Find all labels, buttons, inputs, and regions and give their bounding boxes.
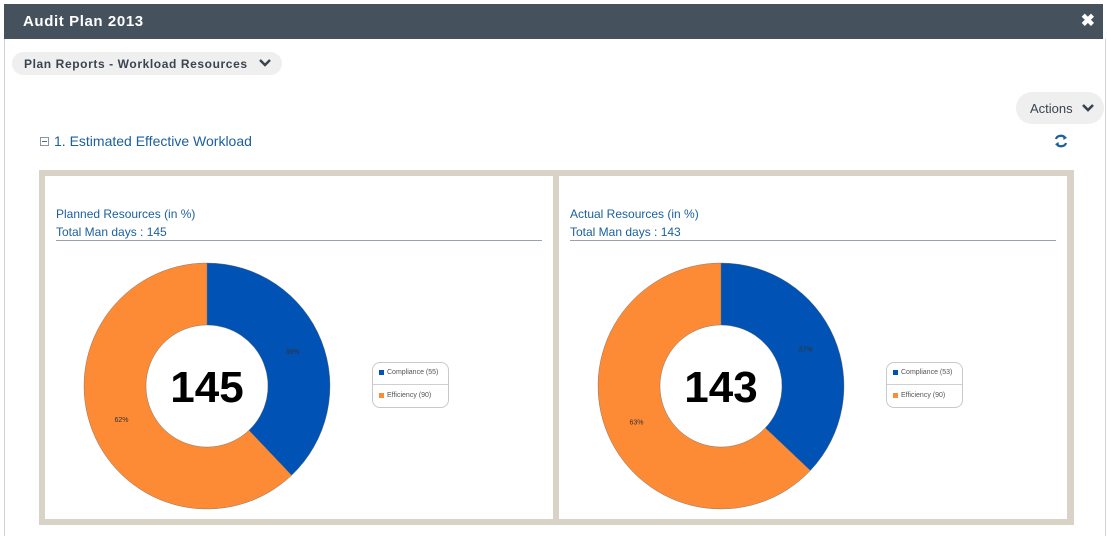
legend-label: Efficiency (90) bbox=[387, 392, 432, 399]
report-selector[interactable]: Plan Reports - Workload Resources bbox=[12, 52, 282, 75]
report-selector-value: Plan Reports - Workload Resources bbox=[24, 56, 248, 71]
chart-legend: Compliance (53) Efficiency (90) bbox=[886, 362, 963, 408]
window-border-right bbox=[1105, 39, 1106, 536]
legend-item-compliance[interactable]: Compliance (53) bbox=[893, 369, 952, 376]
chevron-down-icon bbox=[1082, 104, 1094, 112]
legend-label: Compliance (53) bbox=[901, 369, 953, 376]
chart-panel-planned: Planned Resources (in %) Total Man days … bbox=[45, 176, 553, 519]
chart-subtitle: Total Man days : 143 bbox=[570, 225, 681, 239]
chevron-down-icon bbox=[259, 59, 271, 67]
slice-percent-label: 38% bbox=[285, 349, 299, 356]
divider bbox=[56, 240, 542, 241]
legend-label: Compliance (55) bbox=[387, 369, 439, 376]
slice-efficiency[interactable] bbox=[597, 262, 811, 510]
chart-title: Actual Resources (in %) bbox=[570, 207, 699, 221]
donut-center-total: 143 bbox=[684, 363, 757, 412]
legend-swatch bbox=[379, 370, 384, 375]
window-border-left bbox=[4, 39, 5, 536]
collapse-toggle-icon[interactable] bbox=[40, 136, 49, 146]
chart-legend: Compliance (55) Efficiency (90) bbox=[372, 362, 449, 408]
legend-divider bbox=[887, 384, 962, 385]
slice-efficiency[interactable] bbox=[83, 262, 292, 510]
chart-title: Planned Resources (in %) bbox=[56, 207, 196, 221]
slice-percent-label: 37% bbox=[798, 347, 812, 354]
slice-compliance[interactable] bbox=[720, 262, 845, 471]
donut-center-total: 145 bbox=[170, 363, 243, 412]
section-title: 1. Estimated Effective Workload bbox=[54, 133, 252, 149]
legend-swatch bbox=[893, 370, 898, 375]
section-header: 1. Estimated Effective Workload bbox=[40, 133, 252, 149]
chart-subtitle: Total Man days : 145 bbox=[56, 225, 167, 239]
donut-chart: 37% 63% 143 bbox=[597, 262, 845, 510]
legend-divider bbox=[373, 384, 448, 385]
legend-item-compliance[interactable]: Compliance (55) bbox=[379, 369, 438, 376]
window-title: Audit Plan 2013 bbox=[23, 13, 144, 30]
window-titlebar: Audit Plan 2013 ✖ bbox=[4, 4, 1103, 39]
legend-swatch bbox=[893, 393, 898, 398]
donut-chart: 38% 62% 145 bbox=[83, 262, 331, 510]
close-icon[interactable]: ✖ bbox=[1080, 11, 1095, 30]
actions-button[interactable]: Actions bbox=[1016, 92, 1104, 124]
refresh-icon[interactable] bbox=[1053, 133, 1069, 149]
legend-label: Efficiency (90) bbox=[901, 392, 946, 399]
slice-percent-label: 63% bbox=[629, 419, 643, 426]
legend-item-efficiency[interactable]: Efficiency (90) bbox=[379, 392, 431, 399]
chart-panel-actual: Actual Resources (in %) Total Man days :… bbox=[559, 176, 1067, 519]
legend-swatch bbox=[379, 393, 384, 398]
charts-container: Planned Resources (in %) Total Man days … bbox=[39, 170, 1074, 525]
actions-label: Actions bbox=[1030, 101, 1073, 116]
legend-item-efficiency[interactable]: Efficiency (90) bbox=[893, 392, 945, 399]
slice-percent-label: 62% bbox=[115, 417, 129, 424]
slice-compliance[interactable] bbox=[206, 262, 331, 476]
divider bbox=[570, 240, 1056, 241]
